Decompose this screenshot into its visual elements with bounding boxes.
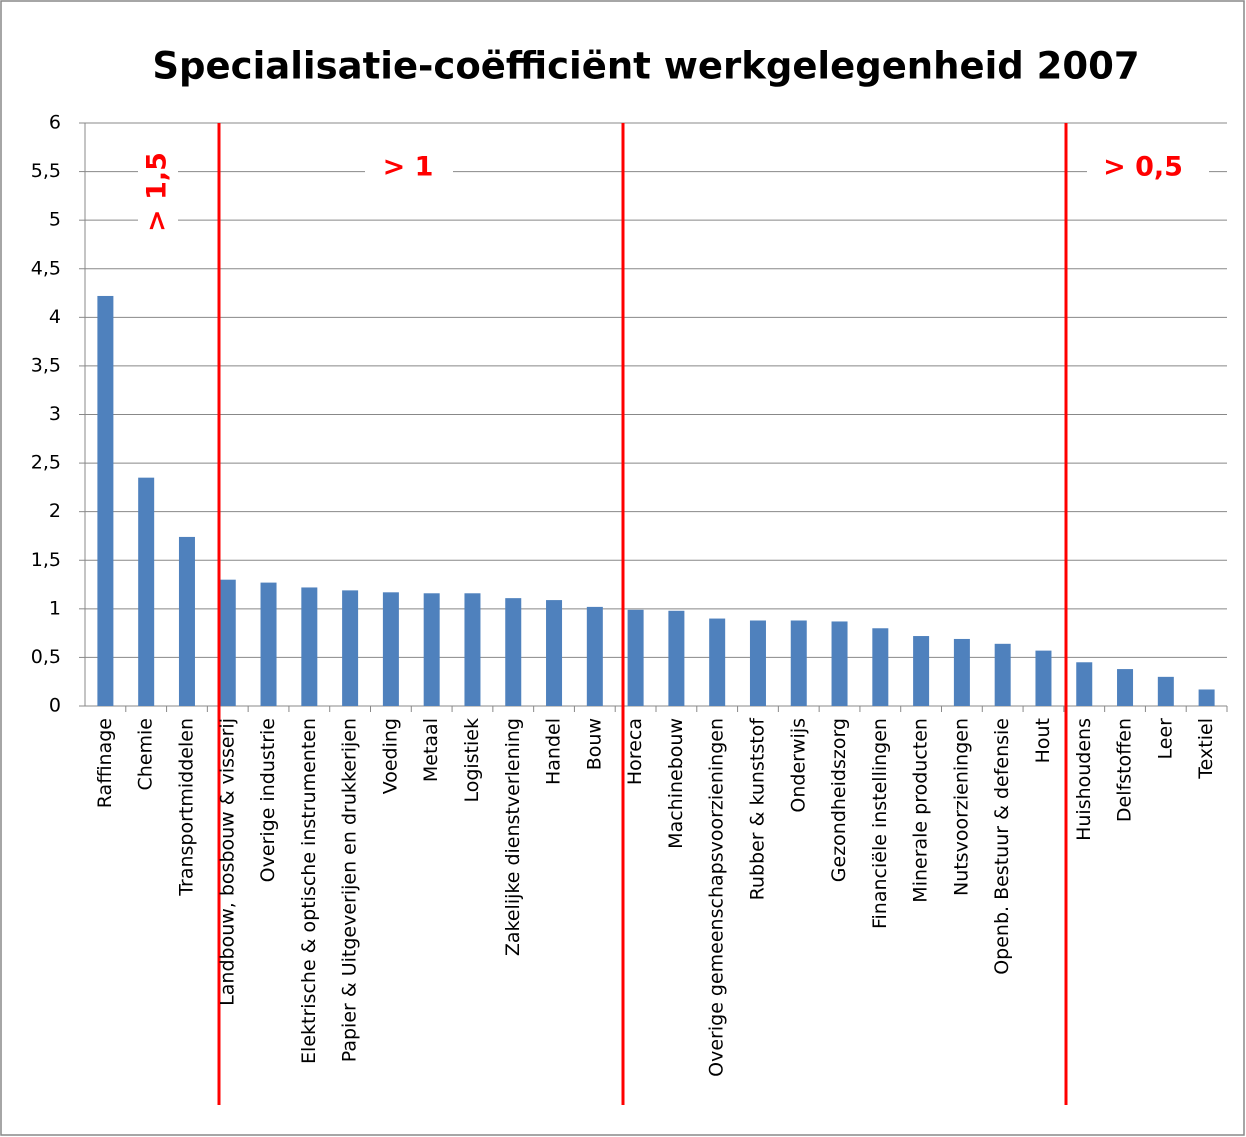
y-tick-label: 6	[49, 112, 61, 134]
y-tick-label: 3,5	[31, 354, 61, 376]
x-tick-label: Huishoudens	[1073, 718, 1095, 841]
bar	[586, 606, 603, 706]
bar	[382, 592, 399, 706]
x-tick-label: Horeca	[624, 718, 646, 785]
annotation-backgrounds	[138, 150, 1209, 240]
bar	[668, 610, 685, 706]
y-tick-label: 0	[49, 695, 61, 717]
x-tick-label: Bouw	[583, 718, 605, 770]
y-tick-label: 1	[49, 597, 61, 619]
x-tick-label: Openb. Bestuur & defensie	[991, 718, 1013, 975]
bar	[749, 620, 766, 706]
y-tick-label: 4,5	[31, 257, 61, 279]
x-tick-label: Overige gemeenschapsvoorzieningen	[706, 718, 728, 1077]
annotation: > 1,5	[142, 152, 173, 232]
bar	[831, 621, 848, 706]
x-tick-label: Onderwijs	[787, 718, 809, 813]
bar	[627, 609, 644, 706]
annotation-bg	[1087, 150, 1209, 186]
x-tick-label: Overige industrie	[257, 718, 279, 882]
y-tick-label: 0,5	[31, 646, 61, 668]
x-tick-label: Elektrische & optische instrumenten	[298, 718, 320, 1064]
y-tick-label: 5	[49, 209, 61, 231]
bar	[219, 579, 236, 706]
bar	[1198, 689, 1215, 706]
x-tick-label: Papier & Uitgeverijen en drukkerijen	[339, 718, 361, 1062]
y-tick-label: 2	[49, 500, 61, 522]
annotation: > 1	[383, 152, 434, 183]
y-tick-label: 4	[49, 306, 61, 328]
bar	[1117, 669, 1134, 706]
bar	[301, 587, 318, 706]
x-tick-label: Gezondheidszorg	[828, 718, 850, 882]
bar	[423, 593, 440, 706]
y-tick-label: 3	[49, 403, 61, 425]
x-tick-label: Transportmiddelen	[175, 718, 197, 897]
x-tick-label: Textiel	[1195, 718, 1217, 780]
chart-title: Specialisatie-coëfficiënt werkgelegenhei…	[152, 45, 1139, 88]
x-tick-label: Metaal	[420, 718, 442, 782]
x-tick-label: Minerale producten	[910, 718, 932, 903]
bar	[1035, 650, 1052, 706]
y-tick-label: 5,5	[31, 160, 61, 182]
x-tick-label: Voeding	[379, 718, 401, 794]
x-tick-label: Handel	[543, 718, 565, 785]
x-tick-label: Chemie	[135, 718, 157, 790]
x-tick-label: Logistiek	[461, 718, 483, 803]
bar	[138, 477, 155, 706]
x-tick-label: Landbouw, bosbouw & visserij	[216, 718, 238, 1006]
bar	[464, 593, 481, 706]
x-tick-label: Nutsvoorzieningen	[950, 718, 972, 896]
bar	[913, 636, 930, 706]
bar	[178, 536, 195, 706]
x-tick-label: Delfstoffen	[1114, 718, 1136, 822]
annotation-bg	[138, 150, 178, 240]
x-tick-label: Hout	[1032, 718, 1054, 763]
bar	[1076, 662, 1093, 706]
bar	[546, 600, 563, 706]
bar	[953, 638, 970, 706]
bar	[342, 590, 359, 706]
bar	[994, 643, 1011, 706]
y-tick-label: 2,5	[31, 452, 61, 474]
bar	[1157, 676, 1174, 706]
bar	[260, 582, 277, 706]
annotation-bg	[365, 150, 453, 186]
x-tick-label: Machinebouw	[665, 718, 687, 849]
x-tick-label: Raffinage	[94, 718, 116, 808]
x-tick-label: Zakelijke dienstverlening	[502, 718, 524, 956]
x-tick-label: Rubber & kunststof	[746, 717, 768, 901]
bar	[709, 618, 726, 706]
bar	[97, 295, 114, 706]
bar	[872, 628, 889, 706]
x-tick-label: Financiële instellingen	[869, 718, 891, 929]
bar	[505, 598, 522, 706]
bar	[790, 620, 807, 706]
y-tick-label: 1,5	[31, 549, 61, 571]
bars	[97, 295, 1215, 706]
x-tick-label: Leer	[1154, 718, 1176, 760]
annotation: > 0,5	[1103, 152, 1183, 183]
